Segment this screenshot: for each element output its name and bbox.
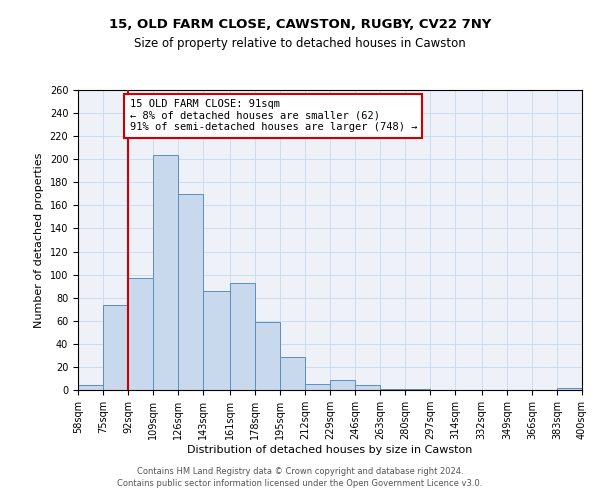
Bar	[128, 278, 153, 390]
Bar	[230, 282, 255, 390]
X-axis label: Distribution of detached houses by size in Cawston: Distribution of detached houses by size …	[187, 444, 473, 454]
Y-axis label: Number of detached properties: Number of detached properties	[34, 152, 44, 328]
Text: 15 OLD FARM CLOSE: 91sqm
← 8% of detached houses are smaller (62)
91% of semi-de: 15 OLD FARM CLOSE: 91sqm ← 8% of detache…	[130, 99, 417, 132]
Text: Size of property relative to detached houses in Cawston: Size of property relative to detached ho…	[134, 38, 466, 51]
Text: 15, OLD FARM CLOSE, CAWSTON, RUGBY, CV22 7NY: 15, OLD FARM CLOSE, CAWSTON, RUGBY, CV22…	[109, 18, 491, 30]
Bar	[178, 194, 203, 390]
Bar	[153, 154, 178, 390]
Bar	[203, 291, 230, 390]
Bar	[103, 304, 128, 390]
Text: Contains HM Land Registry data © Crown copyright and database right 2024.: Contains HM Land Registry data © Crown c…	[137, 467, 463, 476]
Text: Contains public sector information licensed under the Open Government Licence v3: Contains public sector information licen…	[118, 478, 482, 488]
Bar	[255, 322, 280, 390]
Bar	[380, 389, 405, 390]
Bar	[557, 388, 582, 390]
Bar	[305, 384, 330, 390]
Bar	[405, 389, 430, 390]
Bar	[78, 386, 103, 390]
Bar	[280, 356, 305, 390]
Bar	[355, 386, 380, 390]
Bar	[330, 380, 355, 390]
